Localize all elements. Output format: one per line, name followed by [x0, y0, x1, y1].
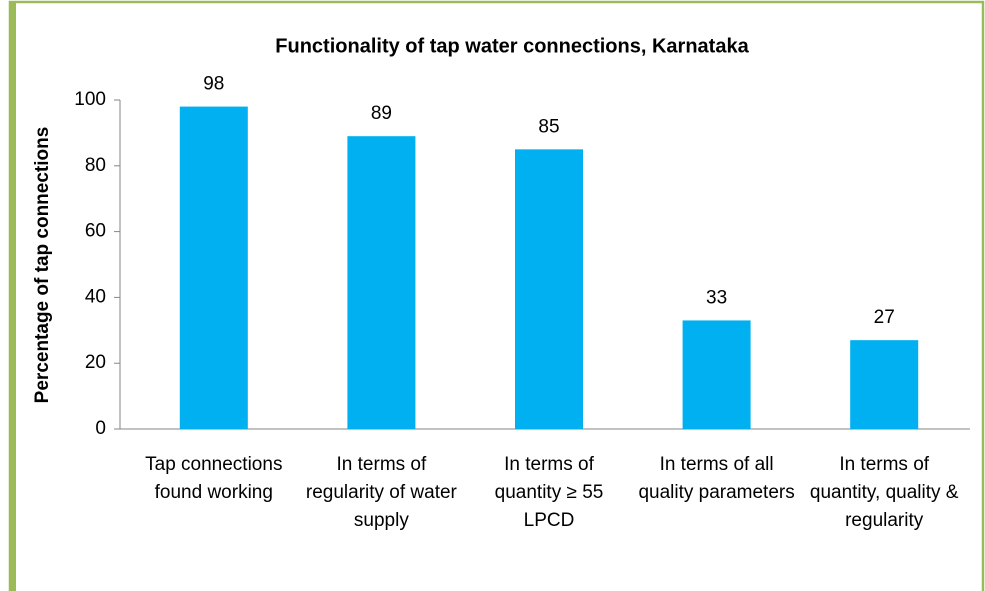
value-label: 89 [371, 103, 392, 124]
x-tick-label: In terms of all quality parameters [638, 454, 795, 503]
bar [347, 136, 416, 429]
x-tick-label: In terms of regularity of water supply [305, 454, 457, 531]
bar [179, 106, 248, 429]
y-tick-label: 40 [85, 286, 106, 307]
x-tick-label: Tap connections found working [145, 454, 283, 503]
bar [682, 320, 751, 429]
value-label: 98 [203, 74, 224, 95]
y-axis-label: Percentage of tap connections [32, 127, 53, 404]
y-tick-label: 80 [85, 155, 106, 176]
value-label: 33 [706, 287, 727, 308]
x-tick-label: In terms of quantity ≥ 55 LPCD [494, 454, 604, 531]
y-tick-label: 100 [74, 89, 106, 110]
value-label: 27 [874, 307, 895, 328]
value-label: 85 [538, 116, 559, 137]
chart-title: Functionality of tap water connections, … [275, 35, 749, 57]
y-tick-label: 0 [95, 418, 106, 439]
bar [515, 149, 583, 429]
bar [850, 340, 919, 429]
y-tick-label: 20 [85, 352, 106, 373]
y-tick-label: 60 [85, 221, 106, 242]
frame-left [9, 2, 16, 591]
x-tick-label: In terms of quantity, quality & regulari… [809, 454, 959, 531]
